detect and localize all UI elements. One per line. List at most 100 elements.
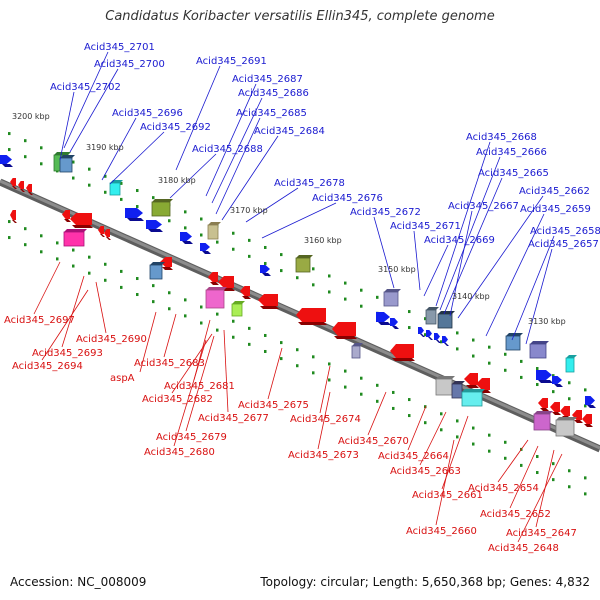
gene-arrow[interactable] xyxy=(240,286,251,299)
gene-box-body[interactable] xyxy=(295,257,311,273)
gene-arrow[interactable] xyxy=(464,373,479,388)
gene-label-plus[interactable]: Acid345_2702 xyxy=(50,82,121,93)
gene-box-body[interactable] xyxy=(451,383,463,399)
gene-arrow[interactable] xyxy=(434,333,441,343)
gene-box[interactable] xyxy=(555,417,577,437)
gene-label-minus[interactable]: Acid345_2679 xyxy=(156,432,227,443)
gene-label-plus[interactable]: Acid345_2676 xyxy=(312,193,383,204)
gene-box[interactable] xyxy=(505,333,523,351)
gene-label-plus[interactable]: Acid345_2658 xyxy=(530,226,600,237)
gene-arrow[interactable] xyxy=(550,402,561,415)
gene-arrow[interactable] xyxy=(390,318,399,329)
gene-label-plus[interactable]: Acid345_2700 xyxy=(94,59,165,70)
gene-box[interactable] xyxy=(435,376,455,396)
gene-arrow[interactable] xyxy=(208,272,219,285)
gene-arrow-body[interactable] xyxy=(476,378,490,390)
gene-arrow-body[interactable] xyxy=(146,220,162,229)
gene-arrow-body[interactable] xyxy=(10,210,16,220)
gene-box[interactable] xyxy=(151,199,173,217)
gene-box-body[interactable] xyxy=(425,309,437,325)
gene-arrow-body[interactable] xyxy=(585,396,595,405)
gene-label-minus[interactable]: Acid345_2697 xyxy=(4,315,75,326)
gene-label-minus[interactable]: Acid345_2673 xyxy=(288,450,359,461)
gene-box-body[interactable] xyxy=(529,343,547,359)
gene-label-minus[interactable]: Acid345_2648 xyxy=(488,543,559,554)
gene-box[interactable] xyxy=(351,343,363,359)
gene-box-body[interactable] xyxy=(109,182,121,196)
gene-arrow[interactable] xyxy=(70,213,93,228)
gene-box[interactable] xyxy=(425,307,439,325)
gene-arrow[interactable] xyxy=(10,178,17,189)
gene-arrow[interactable] xyxy=(538,398,549,411)
gene-box-body[interactable] xyxy=(63,231,85,247)
gene-arrow-body[interactable] xyxy=(464,373,478,385)
gene-box[interactable] xyxy=(437,311,455,329)
gene-label-plus[interactable]: Acid345_2687 xyxy=(232,74,303,85)
gene-arrow[interactable] xyxy=(390,344,415,361)
gene-arrow[interactable] xyxy=(418,327,425,337)
gene-arrow-body[interactable] xyxy=(538,398,548,408)
gene-label-plus[interactable]: Acid345_2667 xyxy=(448,201,519,212)
gene-label-minus[interactable]: Acid345_2690 xyxy=(76,334,147,345)
gene-arrow-body[interactable] xyxy=(18,181,24,189)
gene-label-plus[interactable]: Acid345_2686 xyxy=(238,88,309,99)
gene-label-plus[interactable]: Acid345_2659 xyxy=(520,204,591,215)
gene-label-minus[interactable]: Acid345_2677 xyxy=(198,413,269,424)
gene-arrow-body[interactable] xyxy=(125,208,143,218)
gene-label-plus[interactable]: Acid345_2671 xyxy=(390,221,461,232)
gene-label-plus[interactable]: Acid345_2691 xyxy=(196,56,267,67)
gene-label-plus[interactable]: Acid345_2662 xyxy=(519,186,590,197)
gene-box-body[interactable] xyxy=(533,413,551,431)
gene-label-minus[interactable]: Acid345_2661 xyxy=(412,490,483,501)
gene-arrow-body[interactable] xyxy=(296,308,326,322)
gene-arrow[interactable] xyxy=(0,155,13,167)
gene-arrow-body[interactable] xyxy=(70,213,92,225)
gene-box[interactable] xyxy=(529,341,549,359)
gene-label-plus[interactable]: Acid345_2684 xyxy=(254,126,325,137)
gene-arrow-body[interactable] xyxy=(552,376,562,384)
gene-label-minus[interactable]: Acid345_2647 xyxy=(506,528,577,539)
gene-arrow[interactable] xyxy=(552,376,563,387)
gene-box-body[interactable] xyxy=(435,378,453,396)
gene-box-body[interactable] xyxy=(461,391,483,407)
gene-label-plus[interactable]: Acid345_2678 xyxy=(274,178,345,189)
gene-arrow[interactable] xyxy=(258,294,279,309)
gene-arrow[interactable] xyxy=(200,243,211,254)
gene-arrow[interactable] xyxy=(104,229,111,240)
gene-arrow-body[interactable] xyxy=(390,344,414,358)
gene-arrow-body[interactable] xyxy=(258,294,278,306)
gene-box-body[interactable] xyxy=(231,303,243,317)
gene-arrow[interactable] xyxy=(332,322,357,339)
gene-label-minus[interactable]: Acid345_2654 xyxy=(468,483,539,494)
gene-box[interactable] xyxy=(533,411,553,431)
gene-arrow[interactable] xyxy=(10,210,17,223)
gene-arrow-body[interactable] xyxy=(260,265,270,273)
gene-arrow-body[interactable] xyxy=(180,232,192,241)
gene-arrow[interactable] xyxy=(296,308,327,325)
gene-arrow[interactable] xyxy=(125,208,144,221)
gene-label-minus[interactable]: Acid345_2663 xyxy=(390,466,461,477)
gene-box[interactable] xyxy=(149,262,165,280)
gene-arrow[interactable] xyxy=(426,330,433,340)
gene-box[interactable] xyxy=(63,229,87,247)
gene-box[interactable] xyxy=(295,255,313,273)
gene-label-plus[interactable]: Acid345_2696 xyxy=(112,108,183,119)
gene-box[interactable] xyxy=(231,301,245,317)
gene-arrow[interactable] xyxy=(536,370,553,383)
gene-box-body[interactable] xyxy=(437,313,453,329)
gene-arrow-body[interactable] xyxy=(582,414,592,424)
gene-box[interactable] xyxy=(205,287,227,309)
gene-box[interactable] xyxy=(59,155,75,173)
gene-box-body[interactable] xyxy=(565,357,575,373)
gene-arrow-body[interactable] xyxy=(208,272,218,282)
gene-box-body[interactable] xyxy=(383,291,399,307)
gene-arrow-body[interactable] xyxy=(218,276,234,288)
gene-box-body[interactable] xyxy=(59,157,73,173)
gene-arrow[interactable] xyxy=(180,232,193,244)
gene-label-minus[interactable]: Acid345_2664 xyxy=(378,451,449,462)
gene-arrow-body[interactable] xyxy=(240,286,250,296)
gene-label-plus[interactable]: Acid345_2669 xyxy=(424,235,495,246)
gene-label-minus[interactable]: Acid345_2660 xyxy=(406,526,477,537)
gene-label-plus[interactable]: Acid345_2668 xyxy=(466,132,537,143)
gene-label-minus[interactable]: Acid345_2693 xyxy=(32,348,103,359)
